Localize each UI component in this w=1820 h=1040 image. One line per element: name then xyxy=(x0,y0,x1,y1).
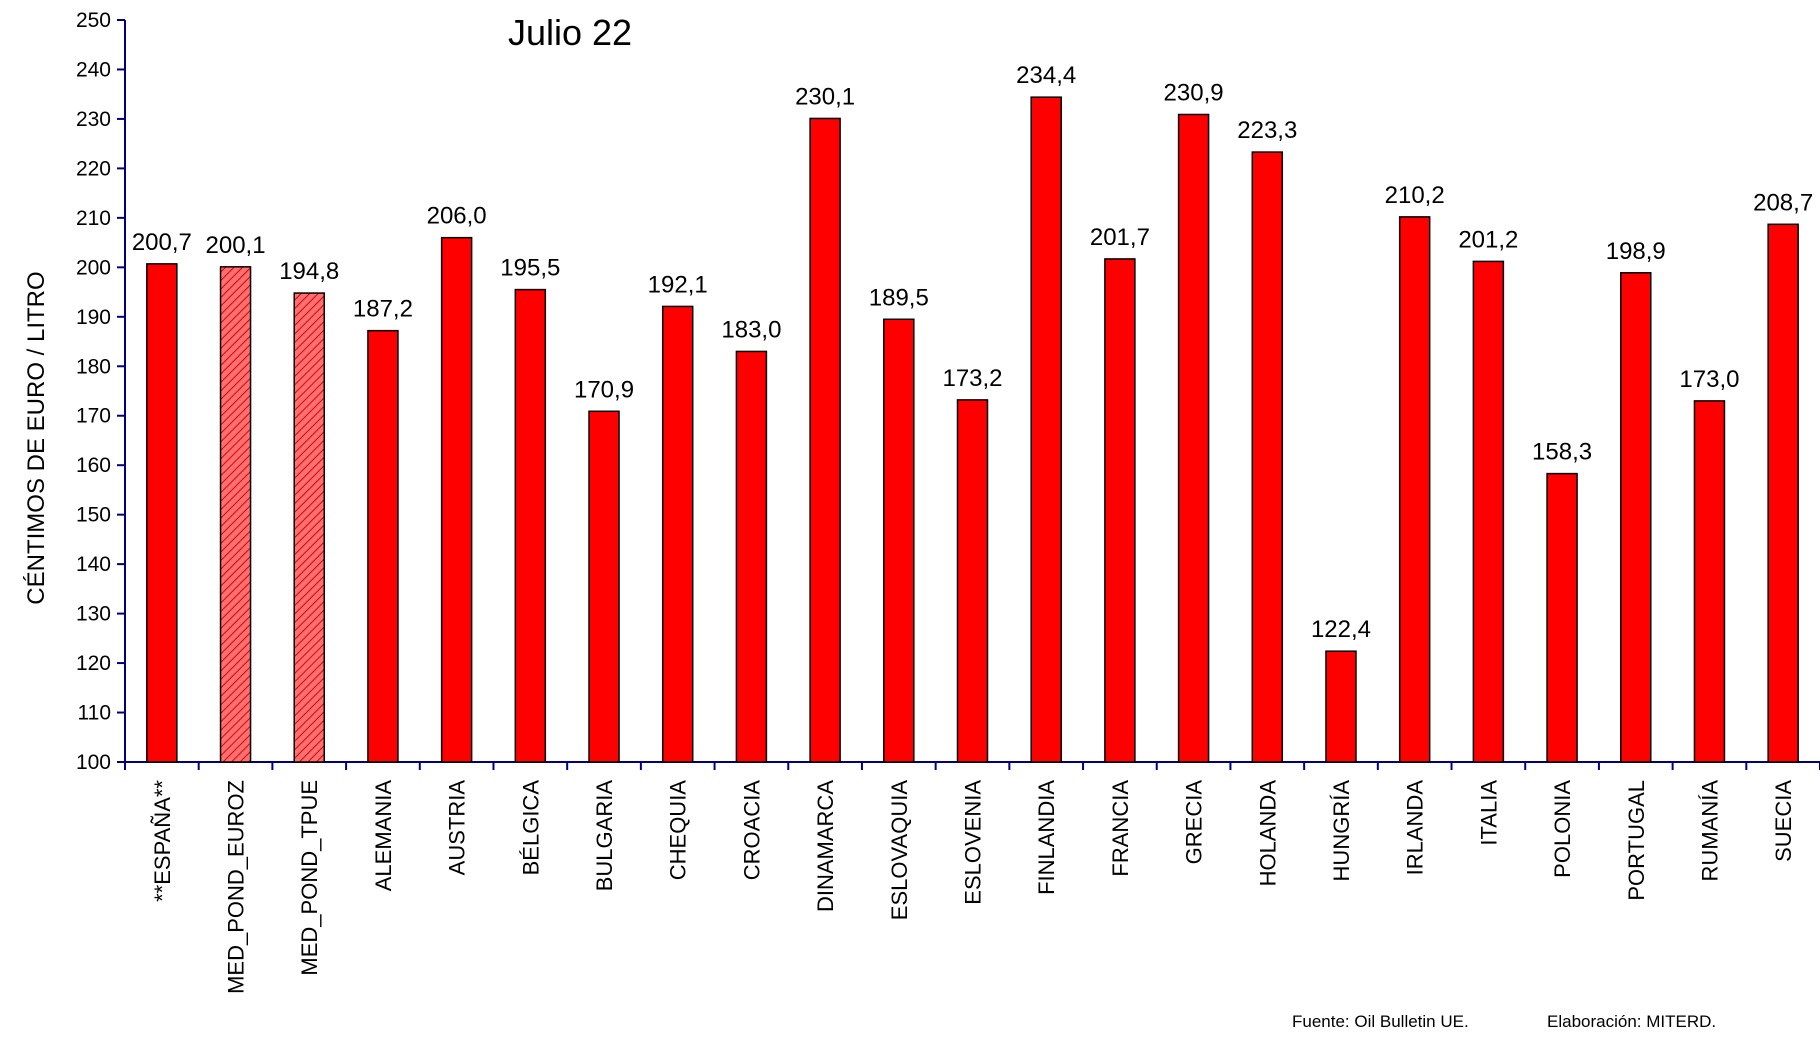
y-tick-label: 120 xyxy=(76,652,111,675)
category-label: **ESPAÑA** xyxy=(150,780,175,902)
value-label: 201,7 xyxy=(1090,224,1150,251)
value-label: 173,2 xyxy=(942,365,1002,392)
y-tick-label: 220 xyxy=(76,157,111,180)
y-tick-label: 100 xyxy=(76,751,111,774)
bar-5 xyxy=(514,288,547,763)
bar-12 xyxy=(1030,96,1062,763)
category-label: BULGARIA xyxy=(592,780,617,892)
category-label: RUMANÍA xyxy=(1697,780,1722,882)
bar-14 xyxy=(1177,113,1210,763)
bar-8 xyxy=(735,350,768,763)
category-label: SUECIA xyxy=(1771,780,1796,862)
bar-4 xyxy=(440,236,473,763)
category-label: FINLANDIA xyxy=(1034,780,1059,895)
bar-7 xyxy=(661,305,694,763)
value-label: 170,9 xyxy=(574,376,634,403)
y-tick-label: 150 xyxy=(76,504,111,527)
value-label: 208,7 xyxy=(1753,189,1813,216)
value-label: 183,0 xyxy=(721,316,781,343)
value-label: 158,3 xyxy=(1532,439,1592,466)
y-tick-label: 200 xyxy=(76,256,111,279)
y-tick-label: 210 xyxy=(76,207,111,230)
y-tick-label: 230 xyxy=(76,108,111,131)
value-label: 200,7 xyxy=(132,229,192,256)
bars xyxy=(146,96,1799,763)
value-label: 206,0 xyxy=(427,203,487,230)
category-label: FRANCIA xyxy=(1108,780,1133,877)
category-label: ALEMANIA xyxy=(371,780,396,892)
category-label: ESLOVAQUIA xyxy=(887,780,912,921)
category-label: CROACIA xyxy=(739,780,764,881)
category-labels: **ESPAÑA** MED_POND_EUROZ MED_POND_TPUE ALE… xyxy=(150,780,1796,994)
value-label: 201,2 xyxy=(1458,226,1518,253)
y-tick-label: 130 xyxy=(76,603,111,626)
value-label: 195,5 xyxy=(500,255,560,282)
bar-2 xyxy=(293,292,325,763)
value-label: 210,2 xyxy=(1385,182,1445,209)
y-axis-label: CÉNTIMOS DE EURO / LITRO xyxy=(23,271,50,604)
category-label: MED_POND_EUROZ xyxy=(224,780,249,994)
bar-16 xyxy=(1325,650,1357,763)
credit-note: Elaboración: MITERD. xyxy=(1547,1012,1717,1031)
y-tick-label: 250 xyxy=(76,9,111,32)
category-label: PORTUGAL xyxy=(1624,780,1649,901)
bar-21 xyxy=(1693,400,1726,763)
bar-17 xyxy=(1398,216,1431,763)
value-label: 223,3 xyxy=(1237,117,1297,144)
y-tick-label: 170 xyxy=(76,405,111,428)
category-label: POLONIA xyxy=(1550,780,1575,878)
value-label: 234,4 xyxy=(1016,62,1076,89)
bar-3 xyxy=(367,329,399,763)
y-tick-label: 240 xyxy=(76,58,111,81)
value-label: 192,1 xyxy=(648,271,708,298)
value-label: 122,4 xyxy=(1311,616,1371,643)
category-label: HOLANDA xyxy=(1255,780,1280,887)
bar-10 xyxy=(883,318,915,763)
value-label: 189,5 xyxy=(869,284,929,311)
bar-0 xyxy=(146,263,178,763)
value-label: 173,0 xyxy=(1679,366,1739,393)
y-tick-label: 110 xyxy=(78,702,111,725)
category-label: BÉLGICA xyxy=(518,780,543,876)
category-label: IRLANDA xyxy=(1403,780,1428,876)
source-note: Fuente: Oil Bulletin UE. xyxy=(1292,1012,1469,1031)
value-label: 187,2 xyxy=(353,296,413,323)
category-label: GRECIA xyxy=(1182,780,1207,865)
y-tick-label: 140 xyxy=(76,553,111,576)
y-tick-label: 180 xyxy=(76,355,111,378)
value-label: 230,9 xyxy=(1164,79,1224,106)
y-tick-label: 160 xyxy=(76,454,111,477)
value-label: 198,9 xyxy=(1606,238,1666,265)
category-label: ITALIA xyxy=(1476,780,1501,846)
value-label: 200,1 xyxy=(206,232,266,259)
category-label: MED_POND_TPUE xyxy=(297,780,322,976)
y-tick-label: 190 xyxy=(76,306,111,329)
bar-1 xyxy=(219,266,252,763)
value-label: 194,8 xyxy=(279,258,339,285)
category-label: ESLOVENIA xyxy=(961,780,986,905)
chart-title: Julio 22 xyxy=(508,12,632,53)
bar-20 xyxy=(1620,272,1652,763)
value-labels: 200,7 200,1 194,8 187,2 206,0 195,5 170,9 192,1… xyxy=(132,62,1813,643)
value-label: 230,1 xyxy=(795,83,855,110)
category-label: CHEQUIA xyxy=(666,780,691,881)
category-label: DINAMARCA xyxy=(813,780,838,912)
bar-13 xyxy=(1104,258,1136,763)
category-label: HUNGRÍA xyxy=(1329,780,1354,882)
bar-15 xyxy=(1251,151,1284,763)
category-label: AUSTRIA xyxy=(445,780,470,876)
bar-9 xyxy=(809,117,841,763)
bar-22 xyxy=(1767,223,1799,763)
bar-11 xyxy=(956,399,989,763)
axes: 100 110 120 130 140 150 160 170 180 190 200 210 220 2… xyxy=(76,9,1820,774)
bar-18 xyxy=(1472,260,1505,763)
bar-19 xyxy=(1546,472,1578,763)
bar-6 xyxy=(588,410,620,763)
